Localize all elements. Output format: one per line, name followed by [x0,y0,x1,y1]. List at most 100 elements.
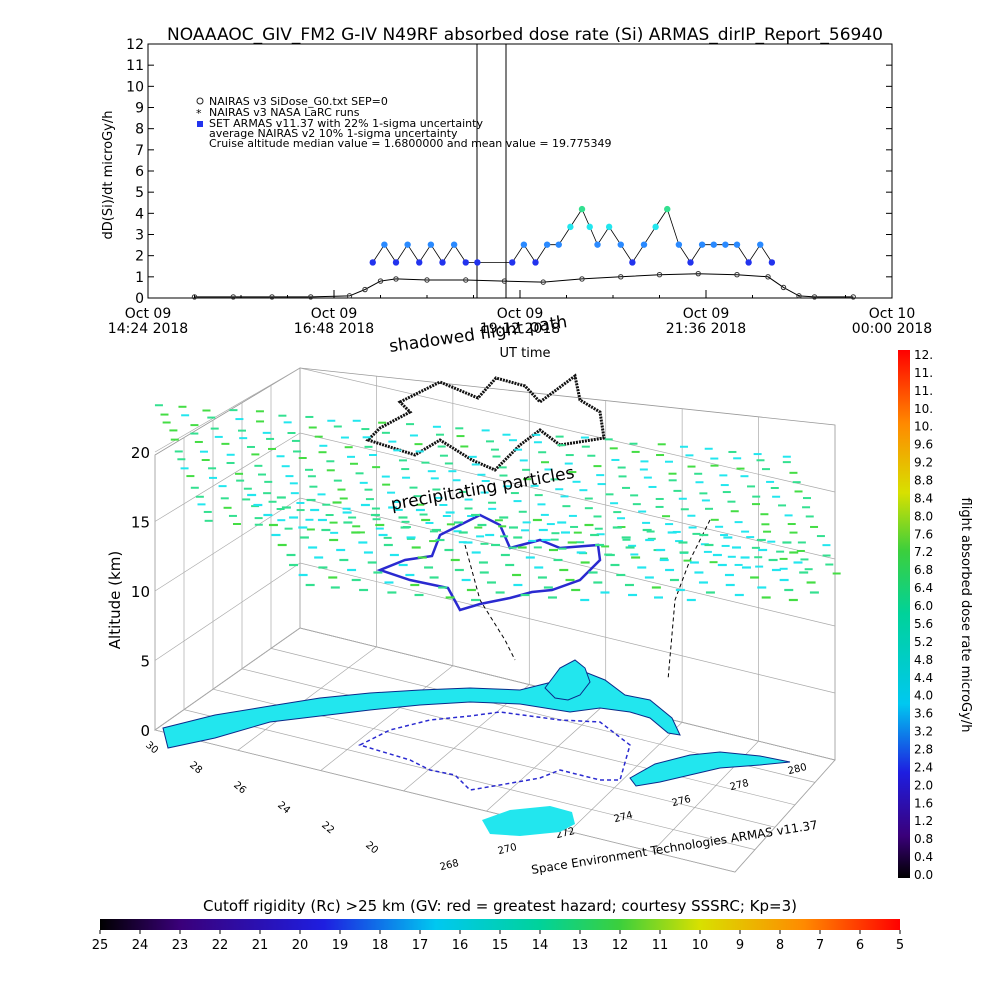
florida-fill [544,659,591,701]
longitude-tick-label: 274 [613,810,634,825]
figure-title: NOAAAOC_GIV_FM2 G-IV N49RF absorbed dose… [167,25,883,45]
right-colorbar-tick-label: 3.6 [914,707,933,721]
right-colorbar-tick-label: 2.0 [914,778,933,792]
right-colorbar-tick-label: 8.8 [914,474,933,488]
bottom-colorbar-tick-label: 8 [776,938,784,953]
right-colorbar-tick-label: 6.0 [914,599,933,613]
y-tick-label: 5 [135,185,144,201]
nairas-point [362,286,368,293]
grid-line [299,562,836,694]
bottom-colorbar-tick-label: 15 [492,938,509,953]
longitude-tick-label: 276 [671,794,692,809]
grid-line [734,759,836,873]
y-tick-label: 3 [135,228,144,244]
right-colorbar-tick-label: 2.4 [914,760,933,774]
armas-point [640,241,648,248]
right-colorbar-tick-label: 9.2 [914,456,933,470]
armas-point [450,241,458,248]
grid-line [154,562,301,661]
three-d-plot: 0 5 10 15 20 Altitude (km) 30 28 26 24 22 20 268 2… [106,312,841,877]
grid-line [486,703,606,812]
armas-point [404,241,411,248]
armas-point [369,259,376,266]
bottom-colorbar-tick-label: 10 [692,938,709,953]
legend-entry-nairas-larc: NAIRAS v3 NASA LaRC runs [209,106,360,119]
bottom-colorbar-tick-label: 18 [372,938,389,953]
x-tick-label-date: Oct 10 [869,306,915,322]
armas-point [594,241,601,248]
legend-marker-armas [197,121,203,127]
bottom-colorbar-tick-label: 21 [252,938,269,953]
longitude-tick-label: 268 [439,858,460,873]
grid-line [154,627,301,731]
bottom-colorbar-ticks: 25 24 23 22 21 20 19 18 17 16 15 14 13 12 11 10 9 8 7 6 5 [92,930,904,953]
right-colorbar-tick-label: 2.8 [914,742,933,756]
longitude-tick-label: 280 [787,762,808,777]
grid-line [299,497,836,627]
nairas-point [765,274,771,280]
armas-point [629,259,636,266]
bottom-colorbar-label: Cutoff rigidity (Rc) >25 km (GV: red = g… [203,897,797,915]
right-colorbar-tick-label: 3.2 [914,725,933,739]
right-colorbar-tick-label: 0.0 [914,868,933,882]
bottom-colorbar: Cutoff rigidity (Rc) >25 km (GV: red = g… [92,897,904,953]
yucatan-fill [482,806,575,836]
right-colorbar-tick-label: 0.4 [914,850,933,864]
y-tick-label: 8 [135,122,144,138]
right-colorbar-tick-label: 12. [914,348,933,362]
right-colorbar-tick-label: 6.4 [914,581,933,595]
bottom-colorbar-tick-label: 7 [816,938,824,953]
bottom-colorbar-tick-label: 20 [292,938,309,953]
armas-point [722,241,729,248]
longitude-tick-label: 278 [729,778,750,793]
altitude-tick-label: 5 [140,653,150,671]
nairas-point [308,294,314,300]
armas-point [605,223,613,231]
x-tick-label-time: 16:48 2018 [294,321,374,337]
grid-line [183,709,756,850]
right-colorbar-tick-label: 4.4 [914,671,933,685]
latitude-tick-label: 24 [275,800,292,817]
armas-point [416,259,423,266]
nairas-point [579,276,585,282]
right-colorbar-tick-label: 7.2 [914,545,933,559]
nairas-point [656,272,663,278]
altitude-tick-label: 0 [140,722,150,740]
longitude-tick-label: 270 [497,842,518,857]
x-tick-label-date: Oct 09 [125,306,171,322]
legend-marker-nairas-sidose [196,97,204,105]
y-tick-label: 0 [135,291,144,307]
x-tick-label-time: 19:12 2018 [480,321,560,337]
right-colorbar-gradient [898,350,910,878]
x-tick-label-date: Oct 09 [683,306,729,322]
nairas-point [734,272,740,278]
armas-point [520,241,528,248]
armas-point [745,259,752,266]
latitude-tick-label: 26 [231,780,248,797]
right-colorbar-tick-label: 4.8 [914,653,933,667]
x-tick-label-date: Oct 09 [497,306,543,322]
right-colorbar-tick-label: 11. [914,366,933,380]
nairas-series [191,270,856,300]
right-colorbar-ticks: 12. 11. 11. 10. 10. 9.6 9.2 8.8 8.4 8.0 7.6 7.2 6.8 6… [914,348,933,882]
descent-track [667,519,711,681]
nairas-point [346,293,353,299]
right-colorbar: 12. 11. 11. 10. 10. 9.6 9.2 8.8 8.4 8.0 7.6 7.2 6.8 6… [898,348,973,882]
bottom-colorbar-tick-label: 5 [896,938,904,953]
nairas-point [463,277,469,283]
flight-path-mid [376,513,602,612]
altitude-tick-label: 10 [131,583,150,601]
armas-point [427,241,435,248]
right-colorbar-tick-label: 5.2 [914,635,933,649]
y-tick-label: 11 [126,58,144,74]
nairas-point [230,294,236,300]
nairas-point [377,278,384,284]
right-colorbar-tick-label: 5.6 [914,617,933,631]
cuba-fill [629,751,791,787]
credit-text: Space Environment Technologies ARMAS v11… [530,818,818,877]
y-tick-label: 2 [135,249,144,265]
